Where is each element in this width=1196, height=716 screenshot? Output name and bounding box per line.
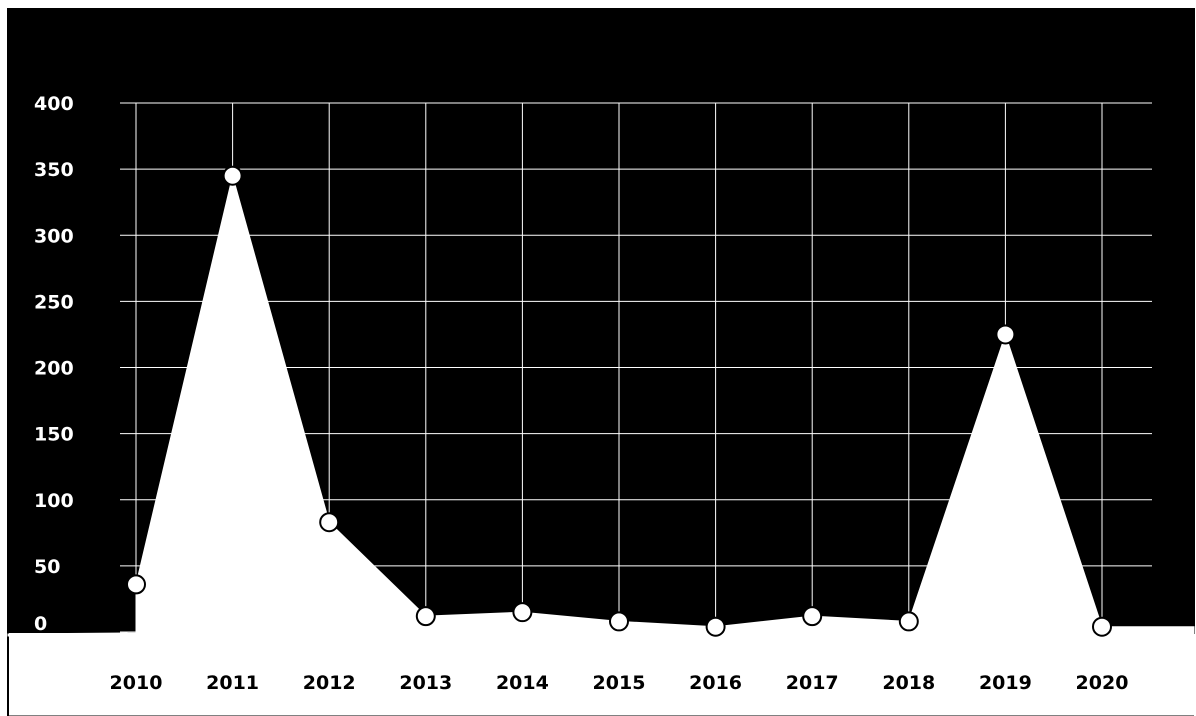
data-point-2020 — [1092, 616, 1112, 637]
data-point-2015 — [609, 611, 629, 632]
x-tick-label-2014: 2014 — [496, 672, 549, 694]
x-tick-label-2018: 2018 — [882, 672, 935, 694]
x-axis-tick-labels: 2010 2011 2012 2013 2014 2015 2016 2017 2018 2019… — [110, 672, 1129, 694]
y-tick-label-200: 200 — [34, 358, 74, 380]
y-tick-label-300: 300 — [34, 225, 74, 247]
data-point-2010 — [126, 574, 146, 595]
x-tick-label-2017: 2017 — [786, 672, 839, 694]
data-point-2017 — [802, 606, 823, 627]
x-tick-label-2010: 2010 — [110, 672, 163, 694]
x-tick-label-2020: 2020 — [1076, 672, 1129, 694]
y-axis-tick-labels: 0 50 100 150 200 250 300 350 400 — [34, 93, 74, 635]
y-tick-label-150: 150 — [34, 424, 74, 446]
data-point-2013 — [415, 606, 436, 627]
y-tick-label-250: 250 — [34, 291, 74, 313]
y-tick-label-400: 400 — [34, 93, 74, 115]
data-point-2018 — [898, 611, 919, 632]
y-tick-label-0: 0 — [34, 613, 47, 635]
x-axis-band — [9, 634, 1194, 716]
y-tick-label-100: 100 — [34, 490, 74, 512]
y-tick-label-50: 50 — [34, 556, 60, 578]
x-tick-label-2016: 2016 — [689, 672, 742, 694]
data-point-2012 — [319, 512, 340, 533]
x-tick-label-2015: 2015 — [593, 672, 646, 694]
x-tick-label-2011: 2011 — [206, 672, 259, 694]
x-tick-label-2012: 2012 — [303, 672, 356, 694]
x-tick-label-2013: 2013 — [399, 672, 452, 694]
data-point-2019 — [995, 324, 1016, 345]
data-point-2011 — [222, 165, 243, 186]
x-tick-label-2019: 2019 — [979, 672, 1032, 694]
data-point-2014 — [512, 602, 533, 623]
data-markers — [126, 165, 1112, 637]
y-tick-label-350: 350 — [34, 159, 74, 181]
data-point-2016 — [705, 616, 726, 637]
